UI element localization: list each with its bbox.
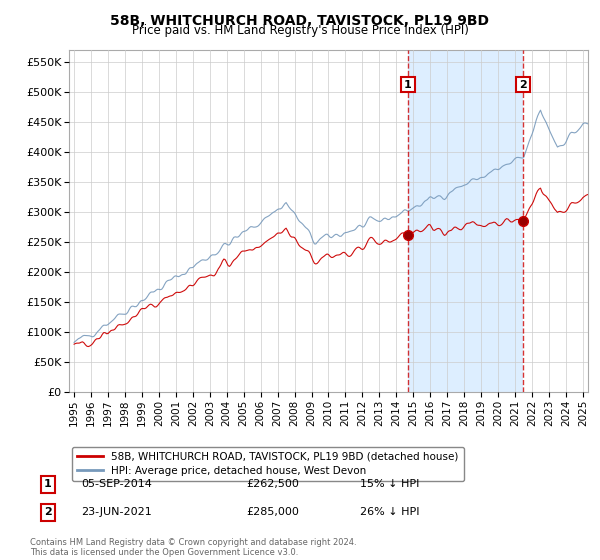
- Bar: [408, 50, 523, 392]
- Text: 2: 2: [44, 507, 52, 517]
- Text: 23-JUN-2021: 23-JUN-2021: [81, 507, 152, 517]
- Text: 1: 1: [404, 80, 412, 90]
- Text: 15% ↓ HPI: 15% ↓ HPI: [360, 479, 419, 489]
- Text: Contains HM Land Registry data © Crown copyright and database right 2024.
This d: Contains HM Land Registry data © Crown c…: [30, 538, 356, 557]
- Text: 58B, WHITCHURCH ROAD, TAVISTOCK, PL19 9BD: 58B, WHITCHURCH ROAD, TAVISTOCK, PL19 9B…: [110, 14, 490, 28]
- Text: 1: 1: [44, 479, 52, 489]
- Text: 05-SEP-2014: 05-SEP-2014: [81, 479, 152, 489]
- Text: 2: 2: [519, 80, 527, 90]
- Legend: 58B, WHITCHURCH ROAD, TAVISTOCK, PL19 9BD (detached house), HPI: Average price, : 58B, WHITCHURCH ROAD, TAVISTOCK, PL19 9B…: [71, 447, 464, 482]
- Text: £285,000: £285,000: [246, 507, 299, 517]
- Text: 26% ↓ HPI: 26% ↓ HPI: [360, 507, 419, 517]
- Text: £262,500: £262,500: [246, 479, 299, 489]
- Text: Price paid vs. HM Land Registry's House Price Index (HPI): Price paid vs. HM Land Registry's House …: [131, 24, 469, 36]
